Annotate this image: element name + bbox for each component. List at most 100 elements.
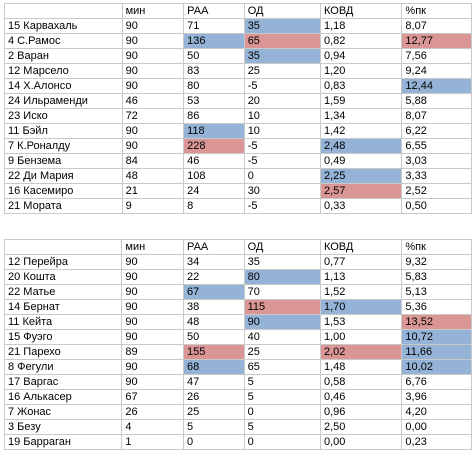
kovd-cell: 0,83 — [319, 78, 403, 94]
table-row: 23 Иско 72 86 10 1,34 8,07 — [4, 108, 472, 124]
table-row: 4 С.Рамос 90 136 65 0,82 12,77 — [4, 33, 472, 49]
player-cell: 3 Безу — [3, 419, 123, 435]
minutes-cell: 26 — [121, 404, 184, 420]
raa-cell: 50 — [183, 48, 245, 64]
player-cell: 11 Бэйл — [4, 123, 123, 139]
player-cell: 9 Бензема — [4, 153, 123, 169]
player-cell: 16 Касемиро — [4, 183, 123, 199]
kovd-cell: 0,33 — [319, 198, 403, 214]
od-cell: 5 — [243, 419, 321, 435]
pk-percent-cell: 5,36 — [401, 299, 472, 315]
table-row: 22 Матье 90 67 70 1,52 5,13 — [3, 284, 472, 300]
raa-cell: 25 — [182, 404, 245, 420]
header-pk-percent: %пк — [401, 3, 472, 19]
raa-cell: 118 — [183, 123, 245, 139]
header-kovd: КОВД — [319, 239, 403, 255]
od-cell: 5 — [243, 374, 321, 390]
minutes-cell: 90 — [121, 138, 185, 154]
table-row: 8 Фегули 90 68 65 1,48 10,02 — [3, 359, 472, 375]
kovd-cell: 1,00 — [319, 329, 403, 345]
table-row: 17 Варгас 90 47 5 0,58 6,76 — [3, 374, 472, 390]
od-cell: -5 — [243, 138, 322, 154]
header-player — [4, 3, 123, 19]
kovd-cell: 2,48 — [319, 138, 403, 154]
table-row: 21 Парехо 89 155 25 2,02 11,66 — [3, 344, 472, 360]
minutes-cell: 1 — [121, 434, 184, 450]
od-cell: 65 — [243, 359, 321, 375]
minutes-cell: 90 — [121, 254, 184, 270]
table-row: 21 Мората 9 8 -5 0,33 0,50 — [4, 198, 472, 214]
raa-cell: 5 — [182, 419, 245, 435]
table-row: 12 Перейра 90 34 35 0,77 9,32 — [3, 254, 472, 270]
minutes-cell: 90 — [121, 48, 185, 64]
table-row: 7 К.Роналду 90 228 -5 2,48 6,55 — [4, 138, 472, 154]
raa-cell: 71 — [183, 18, 245, 34]
minutes-cell: 9 — [121, 198, 185, 214]
raa-cell: 46 — [183, 153, 245, 169]
kovd-cell: 1,20 — [319, 63, 403, 79]
minutes-cell: 46 — [121, 93, 185, 109]
raa-cell: 68 — [182, 359, 245, 375]
minutes-cell: 72 — [121, 108, 185, 124]
kovd-cell: 1,13 — [319, 269, 403, 285]
table-row: 12 Марсело 90 83 25 1,20 9,24 — [4, 63, 472, 79]
kovd-cell: 2,02 — [319, 344, 403, 360]
od-cell: 25 — [243, 63, 322, 79]
table-row: 7 Жонас 26 25 0 0,96 4,20 — [3, 404, 472, 420]
raa-cell: 80 — [183, 78, 245, 94]
header-minutes: мин — [121, 239, 184, 255]
kovd-cell: 1,59 — [319, 93, 403, 109]
player-cell: 2 Варан — [4, 48, 123, 64]
table-row: 14 Бернат 90 38 115 1,70 5,36 — [3, 299, 472, 315]
table-row: 15 Карвахаль 90 71 35 1,18 8,07 — [4, 18, 472, 34]
od-cell: 0 — [243, 168, 322, 184]
player-cell: 21 Парехо — [3, 344, 123, 360]
kovd-cell: 0,94 — [319, 48, 403, 64]
minutes-cell: 90 — [121, 374, 184, 390]
pk-percent-cell: 8,07 — [401, 108, 472, 124]
od-cell: 30 — [243, 183, 322, 199]
minutes-cell: 90 — [121, 63, 185, 79]
header-od: ОД — [243, 239, 321, 255]
player-cell: 20 Кошта — [3, 269, 123, 285]
minutes-cell: 90 — [121, 359, 184, 375]
pk-percent-cell: 3,03 — [401, 153, 472, 169]
raa-cell: 22 — [182, 269, 245, 285]
minutes-cell: 90 — [121, 123, 185, 139]
player-cell: 14 Бернат — [3, 299, 123, 315]
player-cell: 24 Ильраменди — [4, 93, 123, 109]
kovd-cell: 2,50 — [319, 419, 403, 435]
pk-percent-cell: 12,44 — [401, 78, 472, 94]
od-cell: 65 — [243, 33, 322, 49]
player-cell: 8 Фегули — [3, 359, 123, 375]
player-cell: 7 К.Роналду — [4, 138, 123, 154]
raa-cell: 155 — [182, 344, 245, 360]
minutes-cell: 90 — [121, 329, 184, 345]
kovd-cell: 1,42 — [319, 123, 403, 139]
kovd-cell: 0,00 — [319, 434, 403, 450]
header-player — [3, 239, 123, 255]
table-row: 15 Фуэго 90 50 40 1,00 10,72 — [3, 329, 472, 345]
pk-percent-cell: 9,32 — [401, 254, 472, 270]
raa-cell: 0 — [182, 434, 245, 450]
od-cell: 10 — [243, 108, 322, 124]
minutes-cell: 67 — [121, 389, 184, 405]
od-cell: 80 — [243, 269, 321, 285]
pk-percent-cell: 3,96 — [401, 389, 472, 405]
od-cell: 90 — [243, 314, 321, 330]
minutes-cell: 90 — [121, 33, 185, 49]
pk-percent-cell: 5,13 — [401, 284, 472, 300]
pk-percent-cell: 0,00 — [401, 419, 472, 435]
table-row: 11 Кейта 90 48 90 1,53 13,52 — [3, 314, 472, 330]
pk-percent-cell: 0,23 — [401, 434, 472, 450]
minutes-cell: 90 — [121, 314, 184, 330]
od-cell: 70 — [243, 284, 321, 300]
table-row: 24 Ильраменди 46 53 20 1,59 5,88 — [4, 93, 472, 109]
header-od: ОД — [243, 3, 322, 19]
kovd-cell: 2,25 — [319, 168, 403, 184]
od-cell: 35 — [243, 48, 322, 64]
header-raa: РАА — [182, 239, 245, 255]
player-cell: 15 Фуэго — [3, 329, 123, 345]
table-row: 2 Варан 90 50 35 0,94 7,56 — [4, 48, 472, 64]
pk-percent-cell: 6,22 — [401, 123, 472, 139]
